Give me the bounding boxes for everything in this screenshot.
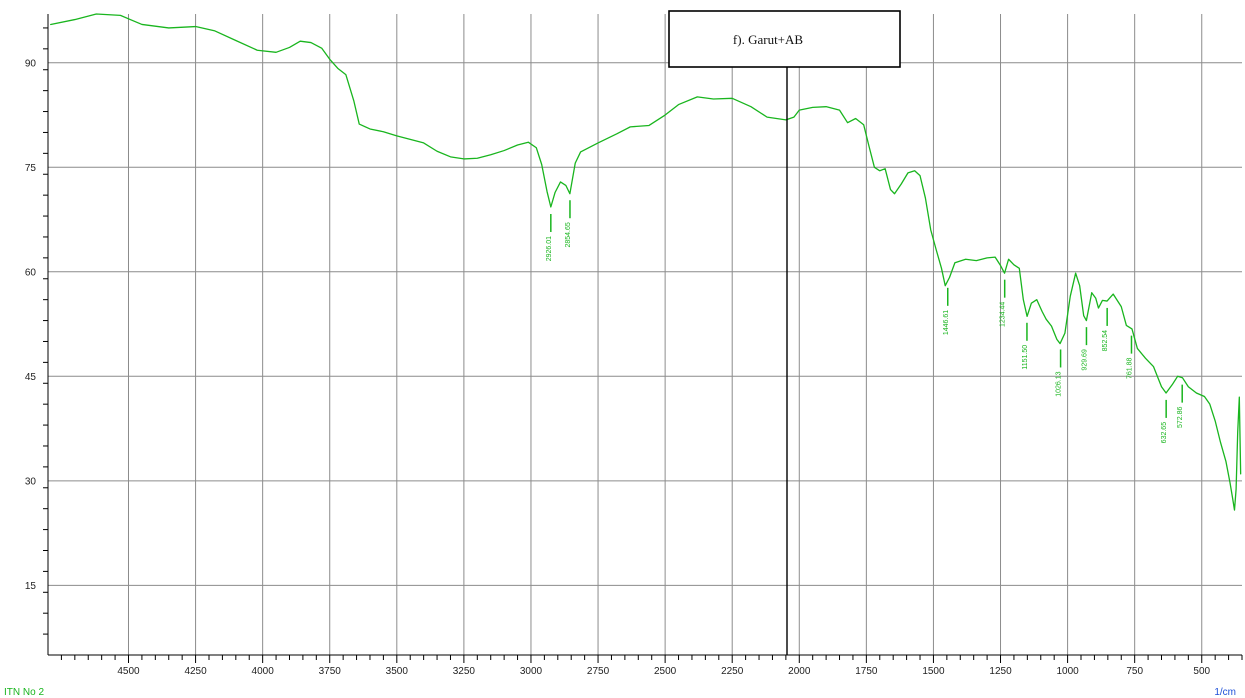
y-tick-label: 30	[25, 476, 37, 487]
x-tick-label: 2250	[721, 666, 744, 677]
x-tick-label: 2500	[654, 666, 677, 677]
x-tick-label: 1250	[989, 666, 1012, 677]
peak-annotations: 2926.01 2854.65 1446.61 1234.44 1151.50 1026.…	[546, 200, 1184, 443]
title-box: f). Garut+AB	[668, 10, 901, 655]
peak-label: 572.86	[1177, 407, 1184, 429]
grid-lines	[48, 14, 1242, 655]
peak-label: 761.88	[1126, 358, 1133, 380]
peak-label: 2854.65	[565, 222, 572, 247]
footer-text: ITN No 2	[4, 687, 44, 698]
x-tick-label: 750	[1126, 666, 1143, 677]
x-tick-label: 4250	[184, 666, 207, 677]
peak-label: 1446.61	[943, 310, 950, 335]
x-tick-label: 1500	[922, 666, 945, 677]
x-tick-label: 3000	[520, 666, 543, 677]
plot-area	[48, 14, 1242, 655]
peak-label: 1026.13	[1056, 371, 1063, 396]
chart-title: f). Garut+AB	[733, 32, 803, 47]
y-tick-label: 45	[25, 372, 37, 383]
y-tick-label: 75	[25, 163, 37, 174]
x-axis-unit: 1/cm	[1214, 687, 1236, 698]
x-tick-label: 3500	[386, 666, 409, 677]
y-tick-label: 60	[25, 267, 37, 278]
peak-label: 1234.44	[1000, 302, 1007, 327]
y-tick-label: 15	[25, 581, 37, 592]
y-tick-label: 90	[25, 58, 37, 69]
title-box-frame	[668, 10, 901, 68]
x-tick-label: 2000	[788, 666, 811, 677]
peak-label: 2926.01	[546, 236, 553, 261]
peak-label: 632.65	[1161, 422, 1168, 444]
x-tick-label: 3750	[319, 666, 342, 677]
x-tick-label: 2750	[587, 666, 610, 677]
x-tick-label: 3250	[453, 666, 476, 677]
peak-label: 929.69	[1081, 349, 1088, 371]
x-ticks: 4500 4250 4000 3750 3500 3250 3000 2750 2500 2250…	[60, 655, 1243, 677]
spectrum-line	[50, 13, 1242, 511]
y-ticks: 90 75 60 45 30 15	[25, 27, 48, 635]
peak-label: 852.54	[1102, 330, 1109, 352]
peak-label: 1151.50	[1022, 345, 1029, 370]
x-tick-label: 4000	[252, 666, 275, 677]
x-tick-label: 1000	[1056, 666, 1079, 677]
x-tick-label: 4500	[117, 666, 140, 677]
x-tick-label: 1750	[855, 666, 878, 677]
x-tick-label: 500	[1193, 666, 1210, 677]
